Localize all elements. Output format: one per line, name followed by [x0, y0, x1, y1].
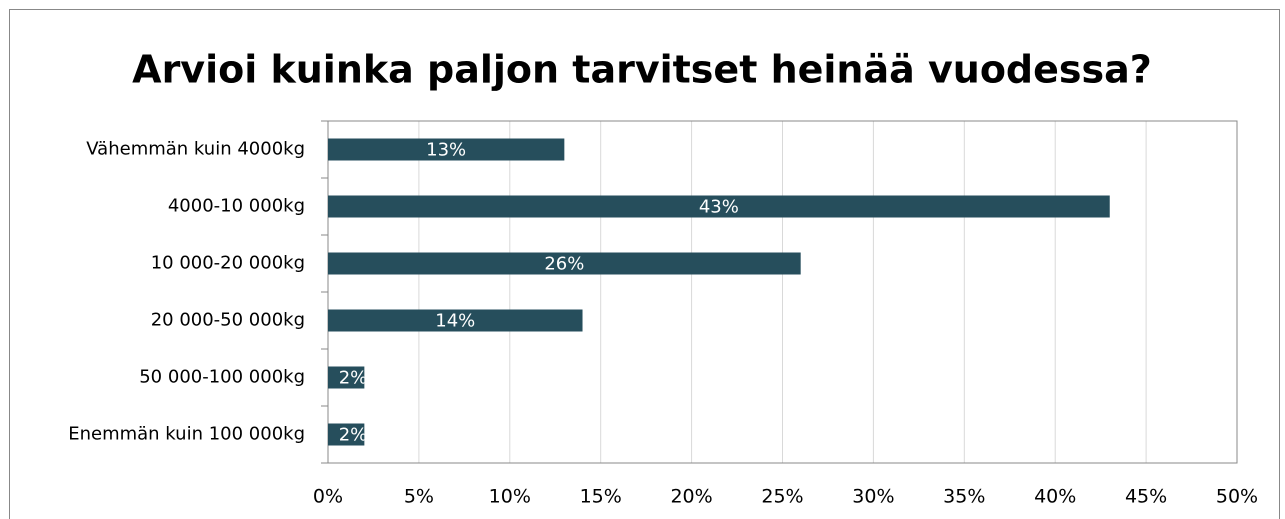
bar-value-label: 43% [699, 197, 739, 218]
bar [328, 252, 801, 275]
y-tick-label: Vähemmän kuin 4000kg [86, 139, 305, 160]
bar [328, 195, 1110, 218]
x-tick-label: 0% [313, 486, 343, 508]
bar-value-label: 26% [544, 254, 584, 275]
x-tick-label: 25% [761, 486, 803, 508]
bar-value-label: 2% [339, 368, 368, 389]
x-tick-label: 35% [943, 486, 985, 508]
bar-value-label: 13% [426, 140, 466, 161]
x-tick-label: 5% [404, 486, 434, 508]
bar [328, 423, 365, 446]
x-tick-label: 15% [580, 486, 622, 508]
y-tick-label: Enemmän kuin 100 000kg [68, 424, 305, 445]
bar [328, 309, 583, 332]
bar-value-label: 2% [339, 425, 368, 446]
x-tick-label: 10% [489, 486, 531, 508]
chart-title: Arvioi kuinka paljon tarvitset heinää vu… [132, 48, 1152, 92]
x-tick-label: 30% [852, 486, 894, 508]
x-tick-label: 45% [1125, 486, 1167, 508]
bar [328, 366, 365, 389]
y-tick-label: 20 000-50 000kg [151, 310, 305, 331]
bar-value-label: 14% [435, 311, 475, 332]
x-tick-label: 40% [1034, 486, 1076, 508]
y-tick-label: 4000-10 000kg [168, 196, 305, 217]
bar [328, 138, 565, 161]
y-tick-label: 50 000-100 000kg [139, 367, 305, 388]
y-tick-label: 10 000-20 000kg [151, 253, 305, 274]
x-tick-label: 20% [670, 486, 712, 508]
x-tick-label: 50% [1216, 486, 1258, 508]
